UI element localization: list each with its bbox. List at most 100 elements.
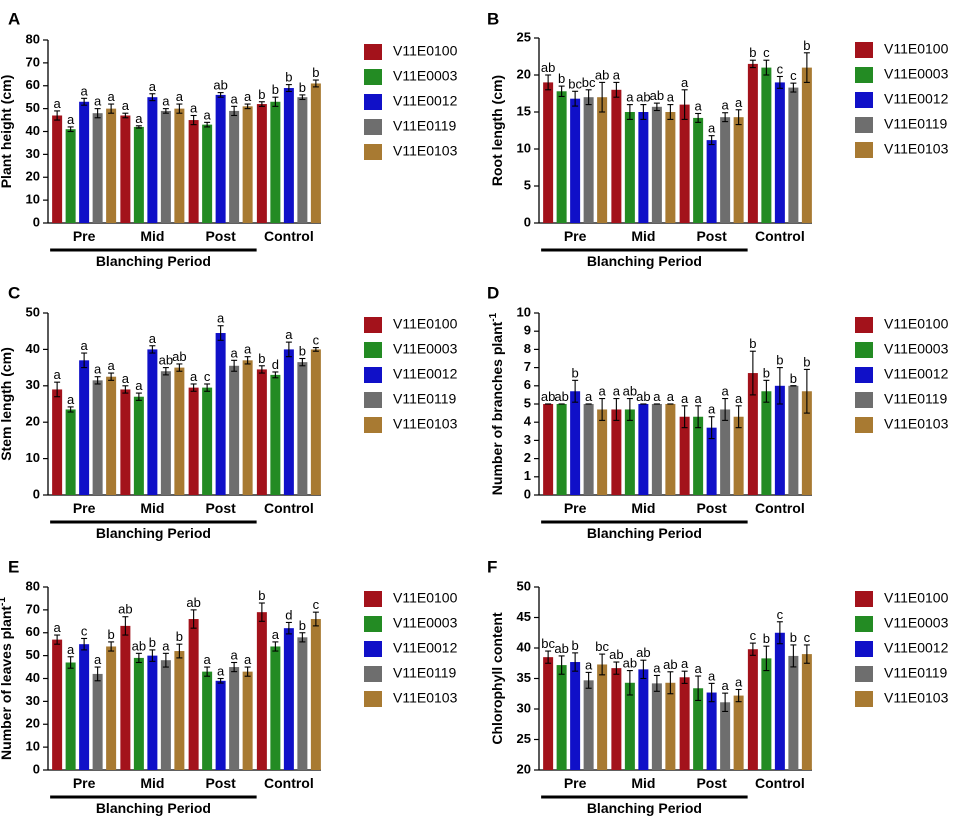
bar-v11e0003-pre — [65, 129, 76, 223]
significance-letter: ab — [623, 656, 637, 671]
significance-letter: b — [258, 87, 265, 102]
x-tick-label: Pre — [564, 775, 587, 791]
legend-swatch-v11e0100 — [364, 317, 382, 333]
bar-v11e0100-control — [256, 612, 267, 770]
significance-letter: a — [122, 98, 130, 113]
significance-letter: a — [667, 90, 675, 105]
significance-letter: a — [217, 664, 225, 679]
significance-letter: c — [204, 369, 211, 384]
bar-v11e0012-control — [283, 349, 294, 495]
y-tick-label: 0 — [524, 486, 531, 501]
bar-v11e0100-pre — [52, 115, 63, 223]
y-tick-label: 20 — [517, 66, 531, 81]
bar-v11e0119-control — [297, 97, 308, 223]
bar-v11e0100-mid — [611, 668, 622, 770]
bar-v11e0012-mid — [147, 97, 158, 223]
significance-letter: ab — [650, 88, 664, 103]
bar-v11e0119-mid — [651, 683, 662, 770]
bar-v11e0003-mid — [133, 126, 144, 223]
bar-v11e0012-control — [774, 632, 785, 770]
y-axis-label: Stem length (cm) — [0, 347, 14, 461]
x-tick-label: Post — [696, 228, 727, 244]
significance-letter: b — [299, 80, 306, 95]
significance-letter: a — [204, 652, 212, 667]
bar-v11e0100-mid — [120, 115, 131, 223]
significance-letter: a — [190, 369, 198, 384]
x-axis-label: Blanching Period — [587, 253, 702, 269]
legend-swatch-v11e0100 — [855, 42, 873, 58]
legend-label: V11E0003 — [884, 341, 949, 357]
bar-v11e0100-mid — [611, 409, 622, 495]
legend-swatch-v11e0119 — [855, 392, 873, 408]
bar-v11e0012-control — [283, 88, 294, 223]
y-tick-label: 20 — [26, 716, 40, 731]
panel-label: D — [487, 283, 499, 302]
y-tick-label: 20 — [517, 761, 531, 776]
significance-letter: c — [804, 630, 811, 645]
significance-letter: a — [708, 402, 716, 417]
legend-label: V11E0103 — [393, 416, 458, 432]
legend-swatch-v11e0100 — [855, 591, 873, 607]
significance-letter: a — [67, 642, 75, 657]
bar-v11e0012-mid — [638, 404, 649, 495]
significance-letter: a — [695, 98, 703, 113]
significance-letter: b — [572, 638, 579, 653]
bar-v11e0003-mid — [624, 112, 635, 223]
bar-v11e0003-post — [202, 671, 213, 770]
x-tick-label: Post — [696, 775, 727, 791]
bar-v11e0012-pre — [79, 101, 90, 223]
significance-letter: b — [108, 627, 115, 642]
legend-label: V11E0103 — [884, 416, 949, 432]
legend-label: V11E0119 — [393, 118, 457, 134]
significance-letter: a — [94, 362, 102, 377]
significance-letter: a — [108, 89, 116, 104]
x-tick-label: Pre — [73, 500, 96, 516]
significance-letter: a — [735, 391, 743, 406]
significance-letter: a — [244, 89, 252, 104]
significance-letter: ab — [118, 602, 132, 617]
significance-letter: c — [777, 607, 784, 622]
y-tick-label: 10 — [26, 739, 40, 754]
y-tick-label: 5 — [524, 177, 531, 192]
significance-letter: a — [244, 652, 252, 667]
legend-label: V11E0103 — [393, 690, 458, 706]
significance-letter: ab — [623, 384, 637, 399]
y-axis-label-superscript: -1 — [0, 597, 8, 606]
bar-v11e0103-mid — [174, 651, 185, 770]
bar-v11e0119-post — [229, 667, 240, 770]
bar-v11e0100-control — [256, 104, 267, 223]
x-tick-label: Control — [755, 500, 805, 516]
legend-label: V11E0100 — [393, 590, 458, 606]
legend-label: V11E0003 — [393, 615, 458, 631]
bar-v11e0119-control — [788, 87, 799, 223]
significance-letter: c — [777, 61, 784, 76]
y-tick-label: 40 — [26, 670, 40, 685]
y-tick-label: 0 — [524, 214, 531, 229]
y-axis-label: Root length (cm) — [489, 75, 505, 186]
bar-v11e0103-mid — [174, 108, 185, 223]
legend-label: V11E0003 — [884, 615, 949, 631]
x-axis-label: Blanching Period — [587, 800, 702, 816]
y-tick-label: 20 — [26, 169, 40, 184]
bar-v11e0003-pre — [65, 409, 76, 495]
significance-letter: a — [722, 384, 730, 399]
legend-label: V11E0012 — [884, 366, 949, 382]
legend-label: V11E0100 — [393, 43, 458, 59]
legend-swatch-v11e0012 — [364, 641, 382, 657]
bar-v11e0119-pre — [583, 680, 594, 770]
y-tick-label: 15 — [517, 103, 531, 118]
significance-letter: d — [285, 607, 292, 622]
legend-label: V11E0119 — [393, 665, 457, 681]
significance-letter: a — [190, 100, 198, 115]
y-tick-label: 30 — [26, 146, 40, 161]
x-tick-label: Mid — [140, 775, 164, 791]
bar-v11e0012-post — [215, 333, 226, 495]
y-tick-label: 40 — [26, 123, 40, 138]
x-tick-label: Post — [205, 775, 236, 791]
y-tick-label: 30 — [26, 377, 40, 392]
legend-label: V11E0012 — [884, 640, 949, 656]
bar-v11e0100-pre — [543, 657, 554, 770]
y-axis-label: Plant height (cm) — [0, 75, 14, 189]
bar-v11e0100-pre — [543, 82, 554, 224]
